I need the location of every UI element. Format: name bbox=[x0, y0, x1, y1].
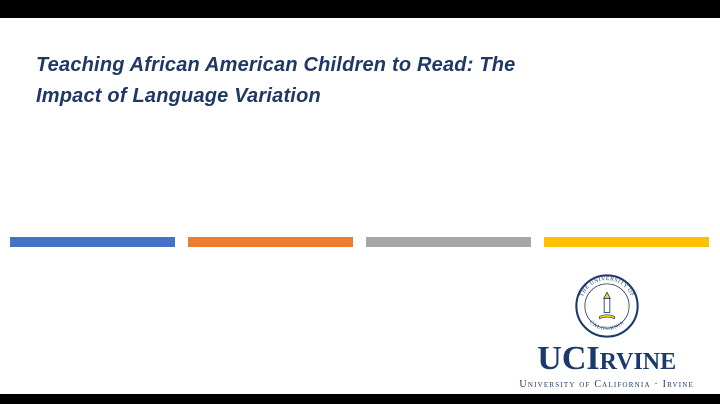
wordmark-irvine: Irvine bbox=[586, 340, 677, 377]
letterbox-top bbox=[0, 0, 720, 18]
seal-star-right bbox=[626, 305, 629, 307]
wordmark-uc: UC bbox=[537, 340, 587, 377]
uci-logo-subtitle: University of California · Irvine bbox=[519, 379, 694, 390]
accent-bar-orange bbox=[188, 237, 353, 247]
accent-bar-row bbox=[10, 237, 709, 247]
accent-bar-gray bbox=[366, 237, 531, 247]
accent-bar-yellow bbox=[544, 237, 709, 247]
page-title: Teaching African American Children to Re… bbox=[36, 50, 616, 112]
seal-tower bbox=[603, 298, 610, 314]
accent-bar-blue bbox=[10, 237, 175, 247]
letterbox-bottom bbox=[0, 394, 720, 404]
uci-logo: THE UNIVERSITY OF CALIFORNIA UCIrvine Un… bbox=[519, 273, 694, 390]
title-line-2: Impact of Language Variation bbox=[36, 85, 321, 107]
seal-book bbox=[598, 314, 615, 320]
uci-seal-icon: THE UNIVERSITY OF CALIFORNIA bbox=[575, 274, 639, 338]
uci-wordmark: UCIrvine bbox=[537, 342, 676, 376]
title-line-1: Teaching African American Children to Re… bbox=[36, 54, 516, 76]
seal-star-left bbox=[584, 305, 587, 307]
